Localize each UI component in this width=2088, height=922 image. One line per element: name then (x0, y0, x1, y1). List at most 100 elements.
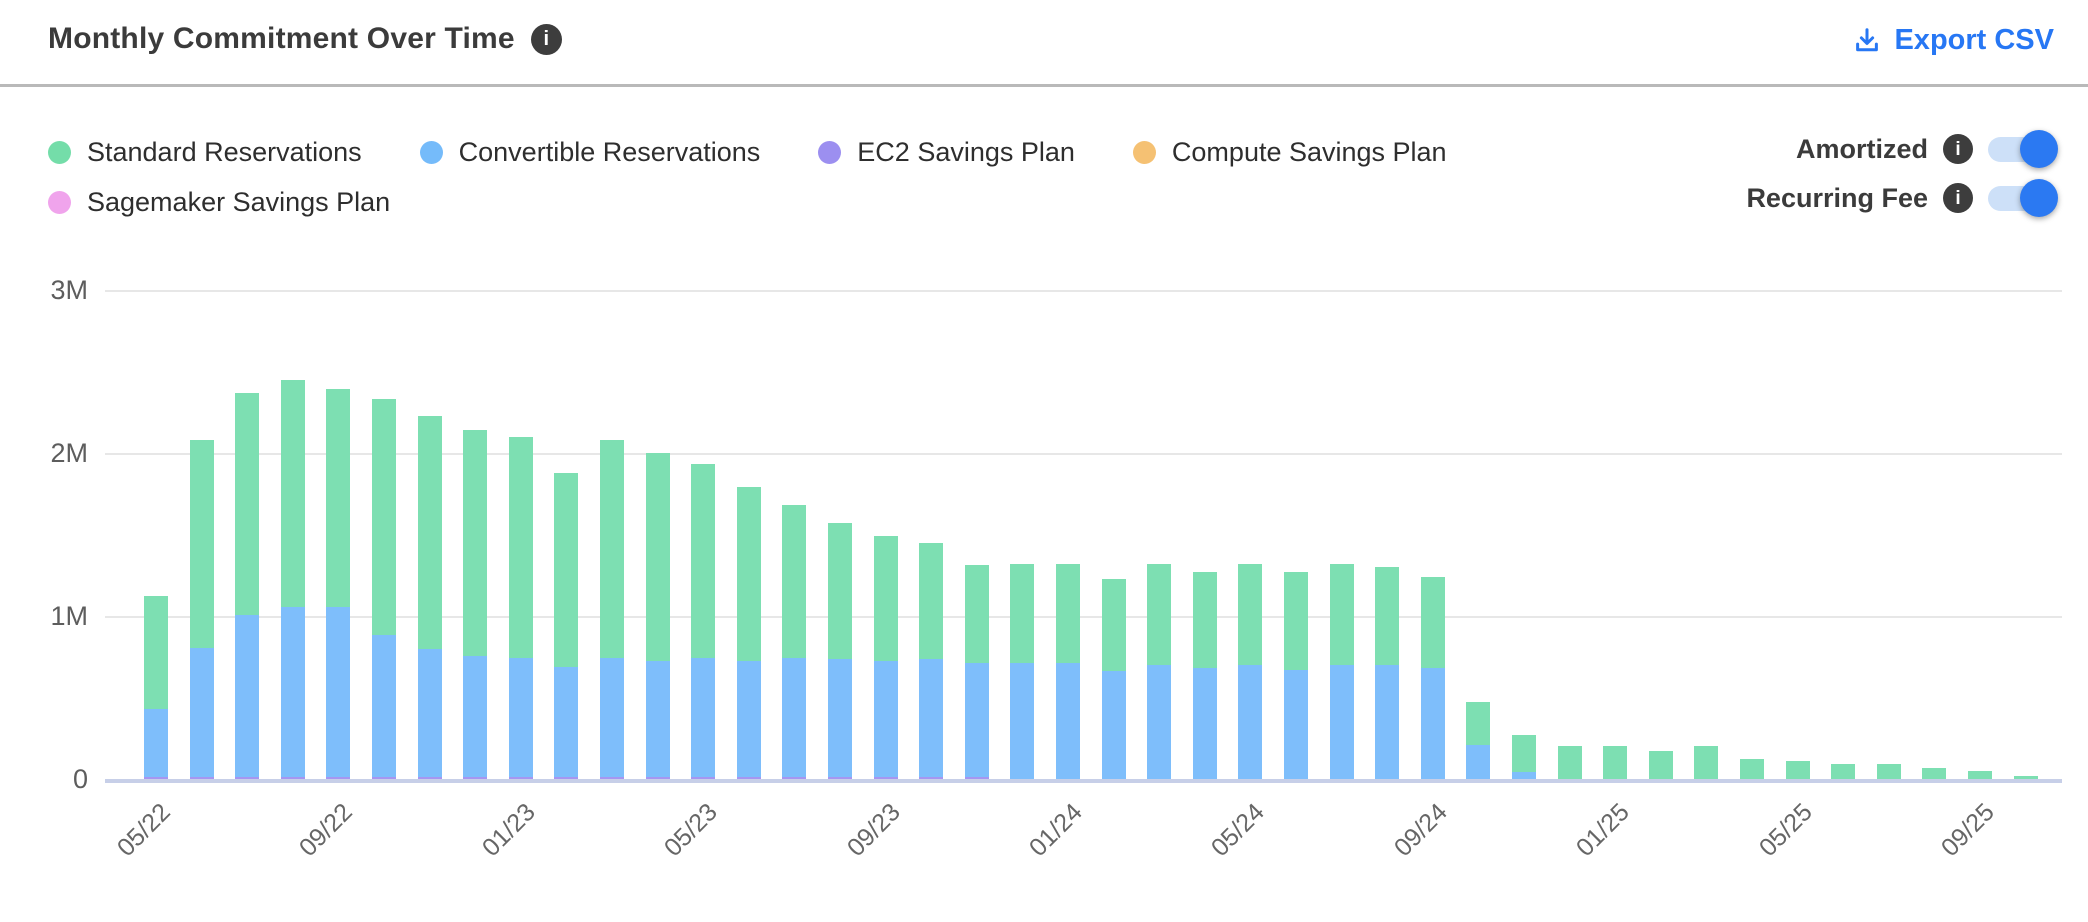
chart-bar[interactable] (1101, 0, 1126, 780)
chart-bar[interactable] (1375, 0, 1400, 780)
chart-bar[interactable] (1922, 0, 1947, 780)
chart-bar[interactable] (919, 0, 944, 780)
chart-bar[interactable] (280, 0, 305, 780)
title-info-icon[interactable]: i (530, 23, 562, 55)
amortized-toggle[interactable] (1988, 129, 2058, 169)
chart-bar[interactable] (828, 0, 852, 780)
amortized-toggle-row: Amortized i (1796, 128, 2058, 170)
bar-segment-ec2 (919, 776, 944, 779)
recurring-fee-info-icon[interactable]: i (1943, 183, 1973, 213)
legend-item-standard-reservations[interactable]: Standard Reservations (48, 137, 362, 168)
bar-segment-standard (1785, 761, 1810, 779)
legend-dot-ec2 (818, 140, 842, 164)
amortized-info-icon[interactable]: i (1943, 134, 1973, 164)
recurring-fee-toggle-row: Recurring Fee i (1746, 177, 2058, 219)
chart-bar[interactable] (736, 0, 761, 780)
bar-segment-convertible (417, 649, 442, 777)
x-axis-label: 01/24 (1023, 798, 1088, 863)
gridline (105, 616, 2062, 618)
legend-label: EC2 Savings Plan (857, 136, 1075, 167)
legend-dot-compute (1132, 140, 1156, 164)
y-axis-label: 0 (72, 764, 88, 794)
bar-segment-ec2 (372, 776, 396, 779)
bar-segment-convertible (919, 659, 944, 777)
bar-segment-ec2 (508, 776, 533, 779)
bar-segment-standard (2013, 775, 2038, 779)
chart-bar[interactable] (417, 0, 442, 780)
chart-bar[interactable] (1740, 0, 1764, 780)
chart-bar[interactable] (1056, 0, 1080, 780)
chart-bar[interactable] (1831, 0, 1856, 780)
bar-segment-convertible (600, 657, 624, 777)
bar-segment-convertible (828, 659, 852, 777)
export-csv-button[interactable]: Export CSV (1852, 24, 2054, 57)
chart-bar[interactable] (1876, 0, 1901, 780)
chart-bar[interactable] (1192, 0, 1217, 780)
bar-segment-standard (1603, 746, 1628, 779)
bar-segment-standard (1831, 764, 1856, 779)
bar-segment-ec2 (144, 777, 168, 779)
chart-bar[interactable] (1238, 0, 1263, 780)
bar-segment-convertible (1056, 663, 1080, 779)
bar-segment-standard (1922, 767, 1947, 779)
bar-segment-convertible (1284, 669, 1308, 779)
recurring-fee-toggle-label: Recurring Fee (1746, 182, 1928, 213)
chart-bar[interactable] (645, 0, 670, 780)
chart-bar[interactable] (691, 0, 716, 780)
bar-segment-standard (463, 430, 488, 656)
x-axis-label: 09/25 (1935, 798, 2000, 863)
bar-segment-ec2 (554, 776, 579, 779)
chart-bar[interactable] (1420, 0, 1445, 780)
chart-bar[interactable] (372, 0, 396, 780)
recurring-fee-toggle[interactable] (1988, 178, 2058, 218)
chart-bar[interactable] (1466, 0, 1491, 780)
header-divider (0, 84, 2088, 87)
chart-bar[interactable] (1010, 0, 1035, 780)
legend-item-compute-savings-plan[interactable]: Compute Savings Plan (1132, 137, 1447, 168)
x-axis-label: 05/22 (111, 798, 176, 863)
bar-segment-standard (1147, 563, 1172, 665)
chart-bar[interactable] (554, 0, 579, 780)
chart-bar[interactable] (1147, 0, 1172, 780)
bar-segment-convertible (1147, 664, 1172, 779)
chart-bar[interactable] (1557, 0, 1582, 780)
chart-bar[interactable] (1603, 0, 1628, 780)
bar-segment-ec2 (645, 776, 670, 779)
legend-item-convertible-reservations[interactable]: Convertible Reservations (419, 137, 760, 168)
chart-bar[interactable] (326, 0, 351, 780)
legend-item-sagemaker-savings-plan[interactable]: Sagemaker Savings Plan (48, 187, 390, 218)
legend-dot-sagemaker (48, 190, 71, 214)
chart-bar[interactable] (1694, 0, 1719, 780)
chart-bar[interactable] (873, 0, 898, 780)
chart-bar[interactable] (600, 0, 624, 780)
bar-segment-convertible (1238, 664, 1263, 779)
bar-segment-ec2 (736, 776, 761, 779)
chart-bar[interactable] (1512, 0, 1536, 780)
bar-segment-standard (691, 464, 716, 658)
legend-dot-convertible (419, 140, 443, 164)
chart-bar[interactable] (782, 0, 807, 780)
bar-segment-convertible (782, 657, 807, 777)
bar-segment-standard (919, 542, 944, 660)
chart-bar[interactable] (144, 0, 168, 780)
chart-legend-row-1: Standard Reservations Convertible Reserv… (48, 132, 1447, 172)
chart-bar[interactable] (1329, 0, 1354, 780)
chart-bar[interactable] (235, 0, 260, 780)
bar-segment-standard (1694, 746, 1719, 779)
chart-bar[interactable] (189, 0, 214, 780)
bar-segment-ec2 (691, 776, 716, 779)
x-axis-label: 01/23 (476, 798, 541, 863)
export-csv-label: Export CSV (1894, 24, 2054, 56)
chart-bar[interactable] (964, 0, 989, 780)
chart-bar[interactable] (1648, 0, 1673, 780)
chart-bar[interactable] (1284, 0, 1308, 780)
x-axis-label: 09/22 (294, 798, 359, 863)
legend-item-ec2-savings-plan[interactable]: EC2 Savings Plan (818, 137, 1075, 168)
chart-bar[interactable] (1968, 0, 1992, 780)
bar-segment-convertible (1101, 671, 1126, 779)
chart-bar[interactable] (508, 0, 533, 780)
chart-bar[interactable] (2013, 0, 2038, 780)
bar-segment-standard (326, 389, 351, 608)
chart-bar[interactable] (1785, 0, 1810, 780)
chart-bar[interactable] (463, 0, 488, 780)
